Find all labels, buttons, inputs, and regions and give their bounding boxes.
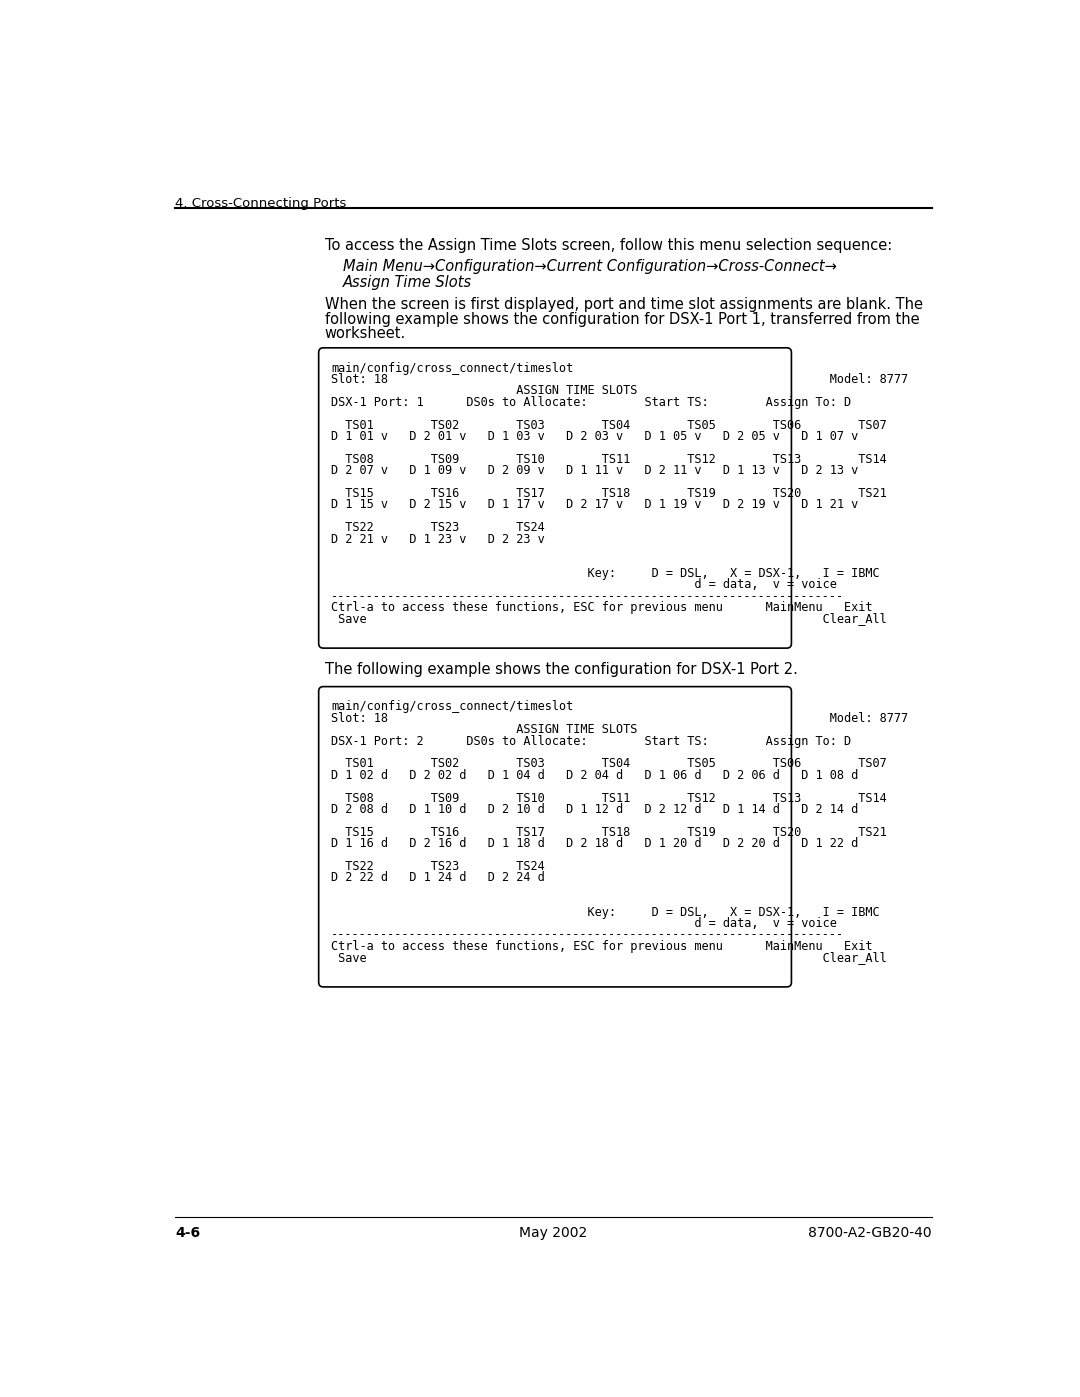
Text: TS08        TS09        TS10        TS11        TS12        TS13        TS14: TS08 TS09 TS10 TS11 TS12 TS13 TS14 <box>332 453 887 465</box>
Text: main/config/cross_connect/timeslot: main/config/cross_connect/timeslot <box>332 700 573 714</box>
Text: D 2 21 v   D 1 23 v   D 2 23 v: D 2 21 v D 1 23 v D 2 23 v <box>332 532 544 546</box>
Text: TS01        TS02        TS03        TS04        TS05        TS06        TS07: TS01 TS02 TS03 TS04 TS05 TS06 TS07 <box>332 757 887 771</box>
Text: main/config/cross_connect/timeslot: main/config/cross_connect/timeslot <box>332 362 573 374</box>
Text: To access the Assign Time Slots screen, follow this menu selection sequence:: To access the Assign Time Slots screen, … <box>325 239 892 253</box>
Text: d = data,  v = voice: d = data, v = voice <box>332 916 837 930</box>
Text: worksheet.: worksheet. <box>325 327 406 341</box>
Text: Save                                                                Clear_All: Save Clear_All <box>332 951 887 964</box>
Text: TS01        TS02        TS03        TS04        TS05        TS06        TS07: TS01 TS02 TS03 TS04 TS05 TS06 TS07 <box>332 419 887 432</box>
FancyBboxPatch shape <box>319 348 792 648</box>
Text: When the screen is first displayed, port and time slot assignments are blank. Th: When the screen is first displayed, port… <box>325 298 923 312</box>
Text: TS08        TS09        TS10        TS11        TS12        TS13        TS14: TS08 TS09 TS10 TS11 TS12 TS13 TS14 <box>332 792 887 805</box>
Text: Save                                                                Clear_All: Save Clear_All <box>332 612 887 626</box>
Text: Key:     D = DSL,   X = DSX-1,   I = IBMC: Key: D = DSL, X = DSX-1, I = IBMC <box>332 567 880 580</box>
Text: D 2 22 d   D 1 24 d   D 2 24 d: D 2 22 d D 1 24 d D 2 24 d <box>332 872 544 884</box>
Text: TS22        TS23        TS24: TS22 TS23 TS24 <box>332 521 544 534</box>
FancyBboxPatch shape <box>319 686 792 986</box>
Text: D 2 08 d   D 1 10 d   D 2 10 d   D 1 12 d   D 2 12 d   D 1 14 d   D 2 14 d: D 2 08 d D 1 10 d D 2 10 d D 1 12 d D 2 … <box>332 803 859 816</box>
Text: ------------------------------------------------------------------------: ----------------------------------------… <box>332 590 845 602</box>
Text: TS22        TS23        TS24: TS22 TS23 TS24 <box>332 861 544 873</box>
Text: The following example shows the configuration for DSX-1 Port 2.: The following example shows the configur… <box>325 662 798 678</box>
Text: 4-6: 4-6 <box>175 1227 201 1241</box>
Text: ASSIGN TIME SLOTS: ASSIGN TIME SLOTS <box>332 724 637 736</box>
Text: Slot: 18                                                              Model: 877: Slot: 18 Model: 877 <box>332 712 908 725</box>
Text: Ctrl-a to access these functions, ESC for previous menu      MainMenu   Exit: Ctrl-a to access these functions, ESC fo… <box>332 601 873 615</box>
Text: Ctrl-a to access these functions, ESC for previous menu      MainMenu   Exit: Ctrl-a to access these functions, ESC fo… <box>332 940 873 953</box>
Text: d = data,  v = voice: d = data, v = voice <box>332 578 837 591</box>
Text: DSX-1 Port: 2      DS0s to Allocate:        Start TS:        Assign To: D: DSX-1 Port: 2 DS0s to Allocate: Start TS… <box>332 735 851 747</box>
Text: ------------------------------------------------------------------------: ----------------------------------------… <box>332 929 845 942</box>
Text: following example shows the configuration for DSX-1 Port 1, transferred from the: following example shows the configuratio… <box>325 312 919 327</box>
Text: Key:     D = DSL,   X = DSX-1,   I = IBMC: Key: D = DSL, X = DSX-1, I = IBMC <box>332 905 880 919</box>
Text: D 1 01 v   D 2 01 v   D 1 03 v   D 2 03 v   D 1 05 v   D 2 05 v   D 1 07 v: D 1 01 v D 2 01 v D 1 03 v D 2 03 v D 1 … <box>332 430 859 443</box>
Text: D 1 02 d   D 2 02 d   D 1 04 d   D 2 04 d   D 1 06 d   D 2 06 d   D 1 08 d: D 1 02 d D 2 02 d D 1 04 d D 2 04 d D 1 … <box>332 768 859 782</box>
Text: DSX-1 Port: 1      DS0s to Allocate:        Start TS:        Assign To: D: DSX-1 Port: 1 DS0s to Allocate: Start TS… <box>332 395 851 409</box>
Text: Slot: 18                                                              Model: 877: Slot: 18 Model: 877 <box>332 373 908 386</box>
Text: ASSIGN TIME SLOTS: ASSIGN TIME SLOTS <box>332 384 637 398</box>
Text: TS15        TS16        TS17        TS18        TS19        TS20        TS21: TS15 TS16 TS17 TS18 TS19 TS20 TS21 <box>332 488 887 500</box>
Text: 8700-A2-GB20-40: 8700-A2-GB20-40 <box>808 1227 932 1241</box>
Text: Main Menu→Configuration→Current Configuration→Cross-Connect→: Main Menu→Configuration→Current Configur… <box>342 258 837 274</box>
Text: May 2002: May 2002 <box>519 1227 588 1241</box>
Text: D 2 07 v   D 1 09 v   D 2 09 v   D 1 11 v   D 2 11 v   D 1 13 v   D 2 13 v: D 2 07 v D 1 09 v D 2 09 v D 1 11 v D 2 … <box>332 464 859 478</box>
Text: D 1 16 d   D 2 16 d   D 1 18 d   D 2 18 d   D 1 20 d   D 2 20 d   D 1 22 d: D 1 16 d D 2 16 d D 1 18 d D 2 18 d D 1 … <box>332 837 859 851</box>
Text: D 1 15 v   D 2 15 v   D 1 17 v   D 2 17 v   D 1 19 v   D 2 19 v   D 1 21 v: D 1 15 v D 2 15 v D 1 17 v D 2 17 v D 1 … <box>332 499 859 511</box>
Text: Assign Time Slots: Assign Time Slots <box>342 275 472 291</box>
Text: TS15        TS16        TS17        TS18        TS19        TS20        TS21: TS15 TS16 TS17 TS18 TS19 TS20 TS21 <box>332 826 887 838</box>
Text: 4. Cross-Connecting Ports: 4. Cross-Connecting Ports <box>175 197 347 210</box>
